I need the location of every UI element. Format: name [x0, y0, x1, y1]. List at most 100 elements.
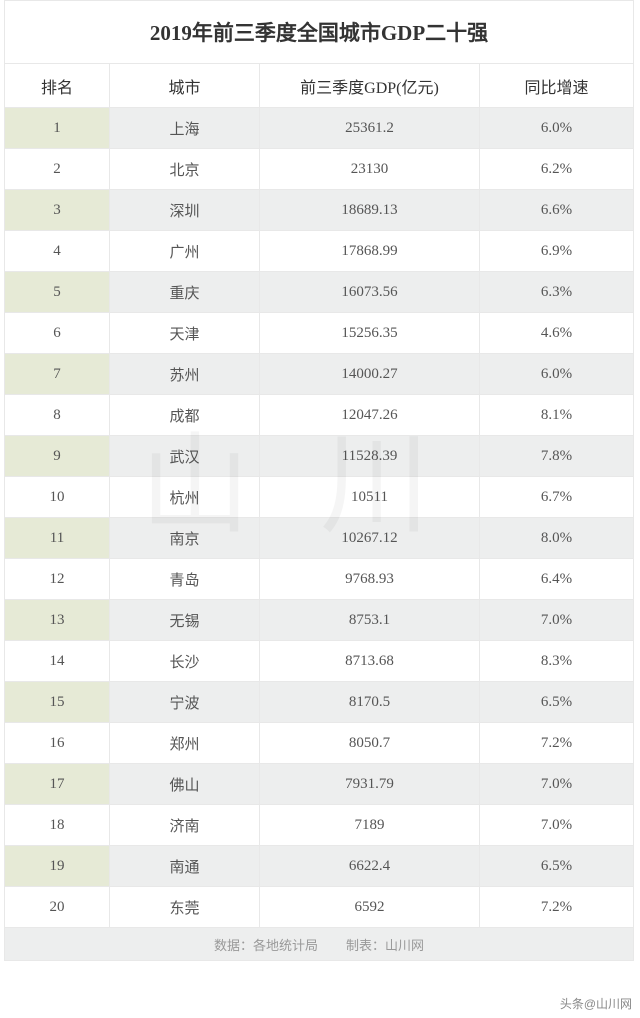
- cell-growth: 6.6%: [480, 190, 633, 231]
- table-row: 14长沙8713.688.3%: [5, 641, 633, 682]
- cell-rank: 12: [5, 559, 110, 600]
- header-rank: 排名: [5, 64, 110, 108]
- cell-gdp: 11528.39: [260, 436, 480, 477]
- cell-city: 成都: [110, 395, 260, 436]
- cell-city: 武汉: [110, 436, 260, 477]
- cell-growth: 6.2%: [480, 149, 633, 190]
- header-city: 城市: [110, 64, 260, 108]
- table-row: 18济南71897.0%: [5, 805, 633, 846]
- cell-gdp: 10267.12: [260, 518, 480, 559]
- cell-rank: 2: [5, 149, 110, 190]
- cell-city: 济南: [110, 805, 260, 846]
- cell-gdp: 23130: [260, 149, 480, 190]
- cell-rank: 9: [5, 436, 110, 477]
- cell-growth: 6.3%: [480, 272, 633, 313]
- table-header-row: 排名 城市 前三季度GDP(亿元) 同比增速: [5, 64, 633, 108]
- cell-rank: 16: [5, 723, 110, 764]
- cell-rank: 18: [5, 805, 110, 846]
- table-footer: 数据：各地统计局 制表：山川网: [5, 928, 633, 960]
- cell-gdp: 9768.93: [260, 559, 480, 600]
- footer-source: 数据：各地统计局: [214, 935, 318, 954]
- table-row: 11南京10267.128.0%: [5, 518, 633, 559]
- cell-growth: 7.8%: [480, 436, 633, 477]
- table-row: 7苏州14000.276.0%: [5, 354, 633, 395]
- cell-rank: 6: [5, 313, 110, 354]
- cell-gdp: 10511: [260, 477, 480, 518]
- cell-city: 广州: [110, 231, 260, 272]
- table-title: 2019年前三季度全国城市GDP二十强: [5, 1, 633, 64]
- cell-gdp: 14000.27: [260, 354, 480, 395]
- cell-city: 重庆: [110, 272, 260, 313]
- cell-growth: 6.7%: [480, 477, 633, 518]
- cell-gdp: 16073.56: [260, 272, 480, 313]
- table-body: 1上海25361.26.0%2北京231306.2%3深圳18689.136.6…: [5, 108, 633, 928]
- cell-rank: 8: [5, 395, 110, 436]
- table-row: 2北京231306.2%: [5, 149, 633, 190]
- cell-rank: 11: [5, 518, 110, 559]
- cell-gdp: 18689.13: [260, 190, 480, 231]
- cell-rank: 19: [5, 846, 110, 887]
- cell-rank: 13: [5, 600, 110, 641]
- table-row: 15宁波8170.56.5%: [5, 682, 633, 723]
- cell-city: 杭州: [110, 477, 260, 518]
- cell-growth: 8.1%: [480, 395, 633, 436]
- cell-growth: 6.9%: [480, 231, 633, 272]
- cell-city: 南京: [110, 518, 260, 559]
- table-row: 5重庆16073.566.3%: [5, 272, 633, 313]
- cell-growth: 7.0%: [480, 764, 633, 805]
- cell-gdp: 12047.26: [260, 395, 480, 436]
- cell-rank: 5: [5, 272, 110, 313]
- footer-maker: 制表：山川网: [346, 935, 424, 954]
- cell-city: 北京: [110, 149, 260, 190]
- table-row: 9武汉11528.397.8%: [5, 436, 633, 477]
- cell-gdp: 25361.2: [260, 108, 480, 149]
- cell-city: 苏州: [110, 354, 260, 395]
- table-row: 20东莞65927.2%: [5, 887, 633, 928]
- cell-city: 宁波: [110, 682, 260, 723]
- table-row: 17佛山7931.797.0%: [5, 764, 633, 805]
- cell-city: 郑州: [110, 723, 260, 764]
- cell-city: 长沙: [110, 641, 260, 682]
- table-row: 8成都12047.268.1%: [5, 395, 633, 436]
- cell-city: 东莞: [110, 887, 260, 928]
- attribution: 头条@山川网: [560, 995, 632, 1012]
- cell-city: 佛山: [110, 764, 260, 805]
- cell-growth: 7.2%: [480, 723, 633, 764]
- cell-city: 上海: [110, 108, 260, 149]
- header-growth: 同比增速: [480, 64, 633, 108]
- table-row: 16郑州8050.77.2%: [5, 723, 633, 764]
- cell-gdp: 6622.4: [260, 846, 480, 887]
- cell-gdp: 6592: [260, 887, 480, 928]
- cell-city: 南通: [110, 846, 260, 887]
- table-row: 3深圳18689.136.6%: [5, 190, 633, 231]
- cell-gdp: 8050.7: [260, 723, 480, 764]
- cell-rank: 10: [5, 477, 110, 518]
- table-row: 6天津15256.354.6%: [5, 313, 633, 354]
- cell-rank: 20: [5, 887, 110, 928]
- table-row: 19南通6622.46.5%: [5, 846, 633, 887]
- cell-rank: 3: [5, 190, 110, 231]
- table-row: 10杭州105116.7%: [5, 477, 633, 518]
- cell-city: 无锡: [110, 600, 260, 641]
- cell-rank: 15: [5, 682, 110, 723]
- table-row: 1上海25361.26.0%: [5, 108, 633, 149]
- cell-growth: 6.0%: [480, 108, 633, 149]
- cell-growth: 7.2%: [480, 887, 633, 928]
- cell-growth: 4.6%: [480, 313, 633, 354]
- cell-gdp: 15256.35: [260, 313, 480, 354]
- table-row: 13无锡8753.17.0%: [5, 600, 633, 641]
- cell-growth: 6.5%: [480, 682, 633, 723]
- cell-city: 深圳: [110, 190, 260, 231]
- cell-gdp: 8170.5: [260, 682, 480, 723]
- cell-growth: 6.5%: [480, 846, 633, 887]
- cell-city: 天津: [110, 313, 260, 354]
- cell-rank: 7: [5, 354, 110, 395]
- table-row: 12青岛9768.936.4%: [5, 559, 633, 600]
- gdp-table: 2019年前三季度全国城市GDP二十强 排名 城市 前三季度GDP(亿元) 同比…: [4, 0, 634, 961]
- cell-rank: 4: [5, 231, 110, 272]
- cell-city: 青岛: [110, 559, 260, 600]
- cell-gdp: 7189: [260, 805, 480, 846]
- cell-gdp: 8753.1: [260, 600, 480, 641]
- table-row: 4广州17868.996.9%: [5, 231, 633, 272]
- cell-gdp: 7931.79: [260, 764, 480, 805]
